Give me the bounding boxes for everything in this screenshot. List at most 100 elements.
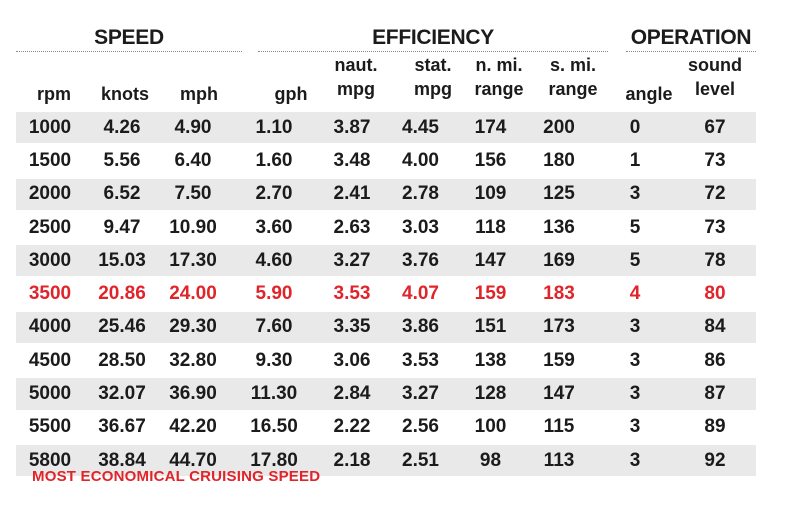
cell-nmi-range: 98 (459, 442, 522, 477)
cell-mph: 32.80 (160, 343, 226, 378)
col-header-stat-mpg: stat. mpg (403, 55, 463, 99)
cell-sound-level: 86 (674, 343, 756, 378)
cell-stat-mpg: 4.00 (382, 143, 459, 178)
cell-knots: 4.26 (84, 112, 160, 145)
cell-mph: 24.00 (160, 276, 226, 311)
col-header-top (166, 60, 232, 84)
col-header-bottom: range (474, 79, 524, 99)
col-header-sound-level: sound level (684, 55, 746, 99)
group-heading-operation-label: OPERATION (630, 26, 752, 49)
cell-naut-mpg: 3.87 (322, 112, 382, 145)
cell-angle: 5 (596, 209, 674, 245)
cell-smi-range: 147 (522, 376, 596, 411)
cell-stat-mpg: 2.56 (382, 409, 459, 444)
cell-rpm: 1500 (16, 143, 84, 178)
cell-smi-range: 180 (522, 143, 596, 178)
col-header-nmi-range: n. mi. range (466, 55, 532, 99)
col-header-top: naut. (334, 55, 378, 75)
cell-sound-level: 73 (674, 209, 756, 245)
cell-gph: 7.60 (226, 309, 322, 345)
cell-knots: 28.50 (84, 343, 160, 378)
col-header-top: stat. (414, 55, 452, 75)
cell-rpm: 5500 (16, 409, 84, 444)
cell-knots: 5.56 (84, 143, 160, 178)
col-header-smi-range: s. mi. range (540, 55, 606, 99)
cell-gph: 17.80 (226, 442, 322, 477)
table-row: 5800 38.84 44.70 17.80 2.18 2.51 98 113 3 92 (16, 442, 756, 477)
cell-gph: 5.90 (226, 276, 322, 311)
cell-angle: 3 (596, 309, 674, 345)
table-row: 5500 36.67 42.20 16.50 2.22 2.56 100 115 3 89 (16, 409, 756, 444)
cell-knots: 20.86 (84, 276, 160, 311)
col-header-angle: angle (618, 60, 680, 104)
col-header-bottom: mpg (414, 79, 452, 99)
cell-knots: 32.07 (84, 376, 160, 411)
table-row: 4000 25.46 29.30 7.60 3.35 3.86 151 173 3 84 (16, 309, 756, 345)
group-heading-speed-label: SPEED (94, 26, 164, 49)
cell-naut-mpg: 3.27 (322, 243, 382, 278)
cell-nmi-range: 151 (459, 309, 522, 345)
cell-knots: 15.03 (84, 243, 160, 278)
cell-angle: 3 (596, 176, 674, 211)
cell-stat-mpg: 3.76 (382, 243, 459, 278)
col-header-bottom: rpm (36, 84, 71, 104)
cell-smi-range: 173 (522, 309, 596, 345)
col-header-gph: gph (258, 60, 324, 104)
cell-naut-mpg: 2.41 (322, 176, 382, 211)
cell-smi-range: 183 (522, 276, 596, 311)
col-header-top: sound (688, 55, 742, 75)
col-header-top (24, 60, 84, 84)
cell-sound-level: 87 (674, 376, 756, 411)
group-heading-speed: SPEED (16, 26, 242, 52)
cell-smi-range: 125 (522, 176, 596, 211)
cell-stat-mpg: 3.86 (382, 309, 459, 345)
cell-nmi-range: 118 (459, 209, 522, 245)
col-header-bottom: gph (274, 84, 308, 104)
cell-naut-mpg: 2.63 (322, 209, 382, 245)
col-header-top (90, 60, 160, 84)
performance-table: 1000 4.26 4.90 1.10 3.87 4.45 174 200 0 67 1500 5.5… (16, 112, 756, 477)
cell-sound-level: 72 (674, 176, 756, 211)
cell-stat-mpg: 2.78 (382, 176, 459, 211)
cell-gph: 3.60 (226, 209, 322, 245)
cell-rpm: 1000 (16, 112, 84, 145)
cell-stat-mpg: 3.53 (382, 343, 459, 378)
cell-knots: 36.67 (84, 409, 160, 444)
cell-angle: 5 (596, 243, 674, 278)
cell-mph: 6.40 (160, 143, 226, 178)
col-header-rpm: rpm (24, 60, 84, 104)
col-header-knots: knots (90, 60, 160, 104)
cell-rpm: 4000 (16, 309, 84, 345)
col-header-naut-mpg: naut. mpg (326, 55, 386, 99)
footnote: MOST ECONOMICAL CRUISING SPEED (32, 468, 321, 485)
cell-gph: 11.30 (226, 376, 322, 411)
cell-naut-mpg: 3.35 (322, 309, 382, 345)
cell-nmi-range: 100 (459, 409, 522, 444)
col-header-top (618, 60, 680, 84)
cell-knots: 9.47 (84, 209, 160, 245)
cell-gph: 2.70 (226, 176, 322, 211)
col-header-bottom: knots (100, 84, 149, 104)
table-row: 3500 20.86 24.00 5.90 3.53 4.07 159 183 4 80 (16, 276, 756, 311)
cell-gph: 1.60 (226, 143, 322, 178)
cell-rpm: 3500 (16, 276, 84, 311)
cell-sound-level: 84 (674, 309, 756, 345)
cell-gph: 9.30 (226, 343, 322, 378)
col-header-bottom: level (694, 79, 736, 99)
col-header-bottom: range (548, 79, 598, 99)
group-heading-efficiency: EFFICIENCY (258, 26, 608, 52)
col-header-bottom: angle (625, 84, 673, 104)
cell-rpm: 2500 (16, 209, 84, 245)
table-row: 4500 28.50 32.80 9.30 3.06 3.53 138 159 3 86 (16, 343, 756, 378)
cell-stat-mpg: 4.07 (382, 276, 459, 311)
table-row: 5000 32.07 36.90 11.30 2.84 3.27 128 147 3 87 (16, 376, 756, 411)
cell-gph: 16.50 (226, 409, 322, 444)
cell-angle: 3 (596, 376, 674, 411)
col-header-bottom: mph (180, 84, 218, 104)
cell-nmi-range: 128 (459, 376, 522, 411)
col-header-mph: mph (166, 60, 232, 104)
col-header-top: s. mi. (549, 55, 597, 75)
cell-rpm: 4500 (16, 343, 84, 378)
col-header-bottom: mpg (337, 79, 375, 99)
cell-nmi-range: 159 (459, 276, 522, 311)
